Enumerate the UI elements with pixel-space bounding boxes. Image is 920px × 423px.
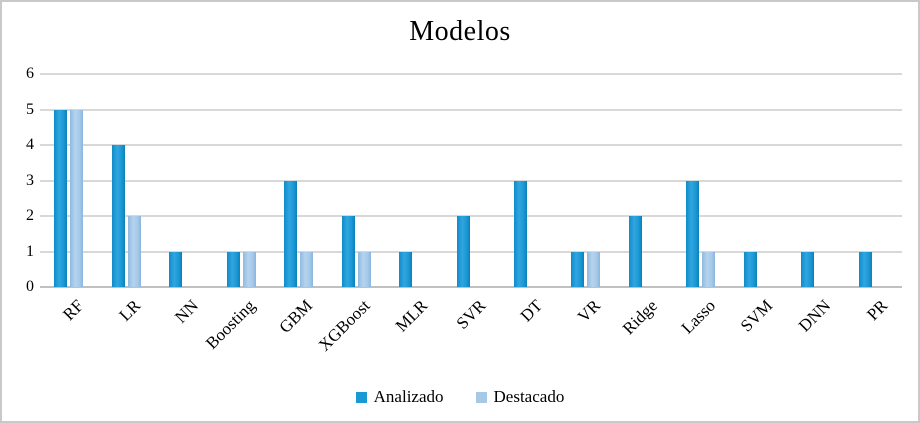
bar-analizado-lasso: [686, 180, 700, 287]
x-axis-label: Boosting: [202, 296, 260, 353]
x-axis-label: DT: [517, 296, 547, 326]
bar-analizado-nn: [169, 251, 183, 287]
category-bar-group-dnn: DNN: [787, 74, 844, 335]
y-axis-tick-label: 5: [26, 100, 34, 118]
bar-destacado-vr: [587, 251, 601, 287]
x-axis-label: SVM: [736, 296, 777, 336]
x-axis-label: LR: [115, 296, 145, 325]
bar-analizado-rf: [54, 109, 68, 287]
legend: Analizado Destacado: [2, 387, 918, 407]
gridline: [40, 215, 902, 218]
x-axis-label: DNN: [794, 296, 834, 336]
x-axis-line: [40, 286, 902, 288]
legend-swatch-destacado-icon: [475, 391, 487, 403]
legend-swatch-analizado-icon: [355, 391, 367, 403]
legend-label-analizado: Analizado: [373, 387, 444, 406]
bar-analizado-ridge: [628, 216, 642, 287]
bar-destacado-lasso: [702, 251, 716, 287]
plot-area: RF LR NN Boosting GBM XGBoost MLR SVR DT VR Ridge L…: [26, 66, 902, 355]
gridline: [40, 179, 902, 182]
bar-analizado-dnn: [801, 251, 815, 287]
x-axis-label: PR: [863, 296, 892, 325]
chart-title: Modelos: [409, 16, 511, 47]
bar-analizado-pr: [858, 251, 872, 287]
bar-destacado-boosting: [242, 251, 256, 287]
bar-analizado-vr: [571, 251, 585, 287]
bar-analizado-mlr: [399, 251, 413, 287]
x-axis-label: GBM: [275, 296, 317, 337]
bar-destacado-xgboost: [357, 251, 371, 287]
x-axis-label: XGBoost: [315, 296, 375, 355]
x-axis-label: NN: [170, 296, 202, 327]
x-axis-label: RF: [58, 296, 87, 325]
category-bar-group-svm: SVM: [730, 74, 787, 335]
category-bar-group-nn: NN: [155, 74, 212, 327]
bar-analizado-boosting: [226, 251, 240, 287]
x-axis-label: VR: [573, 296, 604, 327]
y-axis-tick-label: 0: [26, 278, 34, 295]
x-axis-label: SVR: [452, 296, 490, 333]
bar-analizado-svm: [743, 251, 757, 287]
bar-analizado-dt: [513, 180, 527, 287]
y-axis-tick-label: 4: [26, 136, 34, 154]
y-axis-tick-label: 6: [26, 65, 34, 82]
category-bar-group-mlr: MLR: [385, 74, 442, 335]
bar-analizado-xgboost: [341, 216, 355, 287]
category-bar-group-svr: SVR: [442, 74, 499, 333]
category-bar-group-gbm: GBM: [270, 74, 327, 337]
x-axis-label: Ridge: [619, 296, 662, 339]
x-axis-label: MLR: [392, 296, 432, 336]
bar-destacado-lr: [127, 216, 141, 287]
y-axis-tick-label: 2: [26, 207, 34, 225]
gridline: [40, 250, 902, 253]
x-axis-label: Lasso: [677, 296, 719, 338]
y-axis-tick-label: 3: [26, 171, 34, 189]
category-bar-group-pr: PR: [845, 74, 902, 324]
legend-item-analizado: Analizado: [355, 387, 444, 407]
category-bar-group-rf: RF: [40, 74, 97, 324]
category-bar-group-xgboost: XGBoost: [315, 74, 384, 355]
bar-series-area: RF LR NN Boosting GBM XGBoost MLR SVR DT VR Ridge L…: [40, 74, 902, 355]
bar-destacado-rf: [70, 109, 84, 287]
category-bar-group-ridge: Ridge: [615, 74, 672, 338]
category-bar-group-lr: LR: [97, 74, 154, 325]
bar-analizado-lr: [111, 145, 125, 287]
y-axis-tick-label: 1: [26, 242, 34, 260]
category-bar-group-dt: DT: [500, 74, 557, 325]
category-bar-group-vr: VR: [557, 74, 614, 326]
category-bar-group-lasso: Lasso: [672, 74, 729, 337]
gridline: [40, 73, 902, 75]
gridline: [40, 144, 902, 147]
bar-destacado-gbm: [300, 251, 314, 287]
category-bar-group-boosting: Boosting: [202, 74, 269, 353]
gridline: [40, 108, 902, 111]
legend-item-destacado: Destacado: [475, 387, 565, 407]
bar-analizado-gbm: [284, 180, 298, 287]
bar-analizado-svr: [456, 216, 470, 287]
legend-label-destacado: Destacado: [493, 387, 565, 406]
